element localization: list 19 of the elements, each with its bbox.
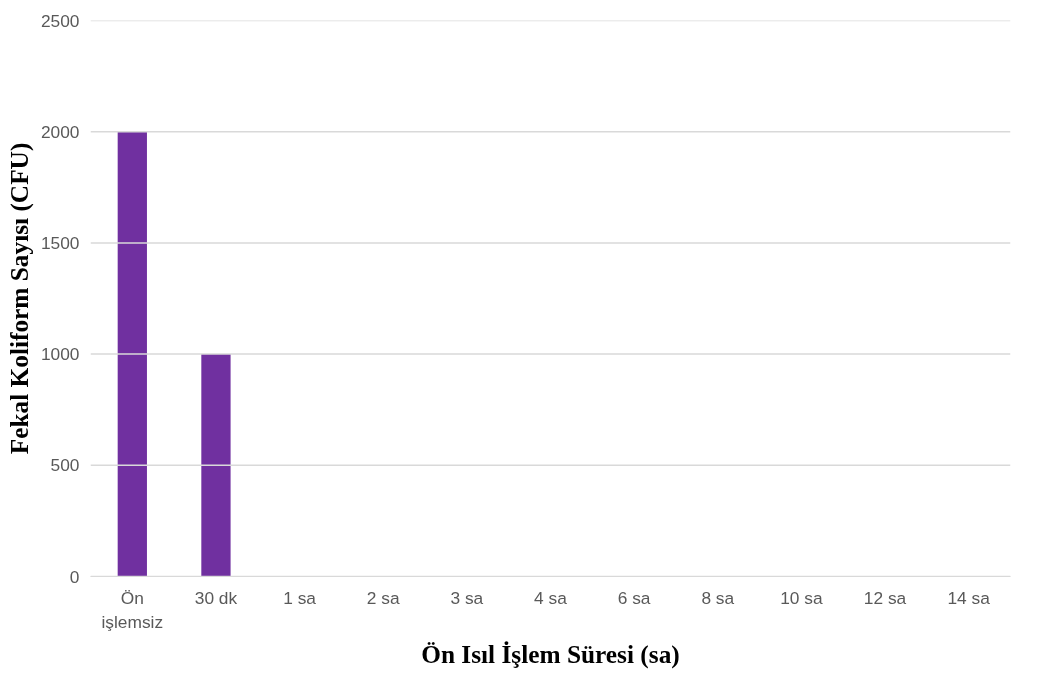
x-tick-label: 14 sa bbox=[947, 587, 991, 608]
x-tick-label: 4 sa bbox=[534, 587, 568, 608]
x-tick-label: 30 dk bbox=[194, 587, 238, 608]
x-tick-label: 1 sa bbox=[283, 587, 317, 608]
x-axis-title: Ön Isıl İşlem Süresi (sa) bbox=[421, 639, 680, 669]
y-tick-label: 1500 bbox=[40, 232, 80, 253]
y-axis-title: Fekal Koliform Sayısı (CFU) bbox=[4, 142, 34, 455]
x-tick-label: 10 sa bbox=[780, 587, 823, 608]
x-tick-label: 6 sa bbox=[617, 587, 651, 608]
y-tick-label: 500 bbox=[50, 455, 80, 476]
y-tick-label: 2000 bbox=[40, 121, 80, 142]
y-tick-label: 0 bbox=[69, 566, 80, 587]
y-tick-label: 1000 bbox=[40, 344, 80, 365]
x-tick-label: 2 sa bbox=[366, 587, 400, 608]
x-tick-label: Ön işlemsiz bbox=[101, 587, 164, 632]
x-tick-label: 8 sa bbox=[701, 587, 735, 608]
x-tick-label: 3 sa bbox=[450, 587, 484, 608]
y-tick-label: 2500 bbox=[40, 10, 80, 31]
x-tick-label: 12 sa bbox=[863, 587, 907, 608]
